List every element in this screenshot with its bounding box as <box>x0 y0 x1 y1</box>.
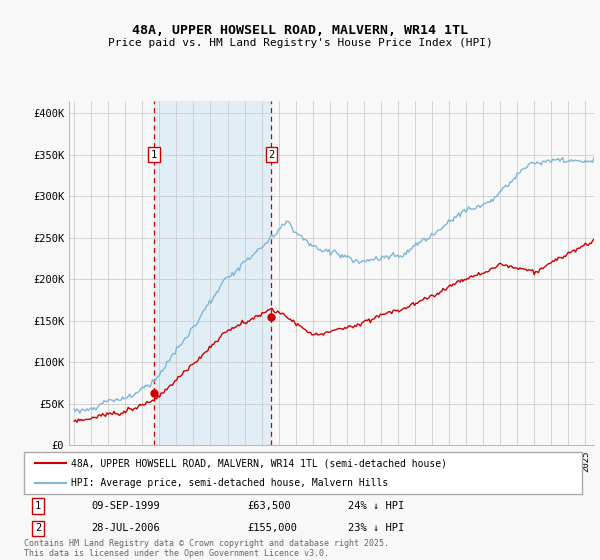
Text: 1: 1 <box>35 501 41 511</box>
Text: 48A, UPPER HOWSELL ROAD, MALVERN, WR14 1TL: 48A, UPPER HOWSELL ROAD, MALVERN, WR14 1… <box>132 24 468 36</box>
Text: 09-SEP-1999: 09-SEP-1999 <box>91 501 160 511</box>
FancyBboxPatch shape <box>24 452 582 494</box>
Text: 23% ↓ HPI: 23% ↓ HPI <box>347 523 404 533</box>
Text: Price paid vs. HM Land Registry's House Price Index (HPI): Price paid vs. HM Land Registry's House … <box>107 38 493 48</box>
Text: £155,000: £155,000 <box>247 523 297 533</box>
Text: 24% ↓ HPI: 24% ↓ HPI <box>347 501 404 511</box>
Text: 2: 2 <box>268 150 274 160</box>
Text: £63,500: £63,500 <box>247 501 291 511</box>
Text: 48A, UPPER HOWSELL ROAD, MALVERN, WR14 1TL (semi-detached house): 48A, UPPER HOWSELL ROAD, MALVERN, WR14 1… <box>71 458 448 468</box>
Bar <box>154 101 271 445</box>
Text: 28-JUL-2006: 28-JUL-2006 <box>91 523 160 533</box>
Text: 2: 2 <box>35 523 41 533</box>
Text: Contains HM Land Registry data © Crown copyright and database right 2025.
This d: Contains HM Land Registry data © Crown c… <box>24 539 389 558</box>
Text: 1: 1 <box>151 150 157 160</box>
Text: HPI: Average price, semi-detached house, Malvern Hills: HPI: Average price, semi-detached house,… <box>71 478 389 488</box>
